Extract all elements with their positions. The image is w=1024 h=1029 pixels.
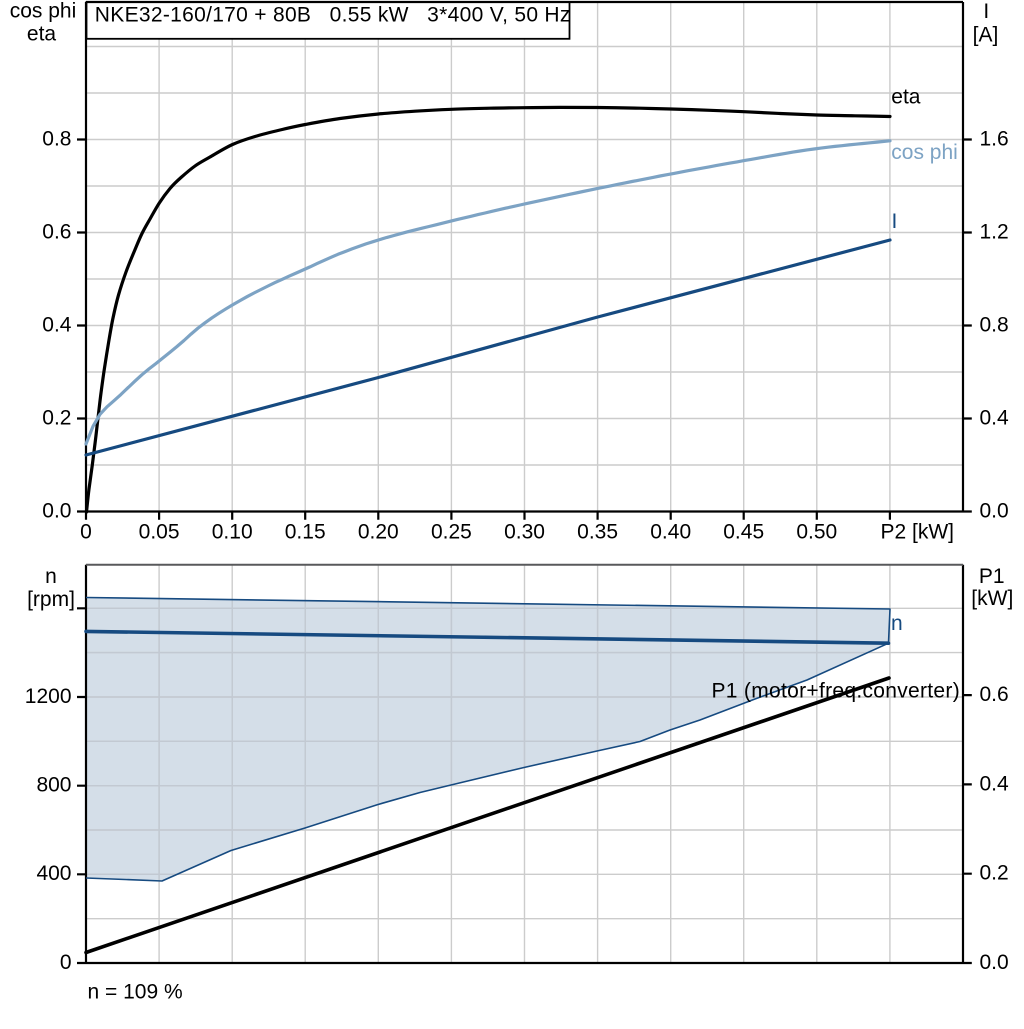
svg-text:I: I (892, 210, 898, 233)
svg-text:0.10: 0.10 (212, 521, 253, 544)
svg-text:0.35: 0.35 (577, 521, 618, 544)
svg-text:0.30: 0.30 (504, 521, 545, 544)
svg-text:0.0: 0.0 (980, 499, 1009, 522)
svg-text:0.8: 0.8 (42, 127, 71, 150)
svg-text:0: 0 (60, 951, 72, 974)
svg-text:0.45: 0.45 (723, 521, 764, 544)
svg-text:1.2: 1.2 (980, 220, 1009, 243)
svg-text:1.6: 1.6 (980, 127, 1009, 150)
svg-text:0.25: 0.25 (431, 521, 472, 544)
svg-text:I: I (983, 0, 989, 23)
svg-text:[kW]: [kW] (971, 587, 1013, 610)
svg-text:0.20: 0.20 (358, 521, 399, 544)
svg-text:0.2: 0.2 (42, 406, 71, 429)
svg-text:NKE32-160/170 + 80B 0.55 kW: NKE32-160/170 + 80B 0.55 kW 3*400 V, 50 … (95, 4, 571, 27)
svg-text:n = 109 %: n = 109 % (88, 980, 183, 1003)
svg-text:0.4: 0.4 (980, 406, 1010, 429)
svg-text:cos phi: cos phi (891, 141, 958, 164)
svg-text:P1: P1 (979, 565, 1005, 588)
svg-text:0: 0 (80, 521, 92, 544)
svg-text:0.50: 0.50 (796, 521, 837, 544)
svg-text:n: n (891, 612, 903, 635)
svg-text:1200: 1200 (25, 685, 72, 708)
svg-text:0.6: 0.6 (42, 220, 71, 243)
svg-text:0.4: 0.4 (980, 772, 1010, 795)
svg-text:400: 400 (36, 862, 71, 885)
svg-text:[A]: [A] (973, 23, 999, 46)
svg-text:0.4: 0.4 (42, 313, 72, 336)
svg-text:0.6: 0.6 (980, 683, 1009, 706)
svg-text:cos phi: cos phi (10, 0, 77, 23)
svg-text:0.8: 0.8 (980, 313, 1009, 336)
svg-text:[rpm]: [rpm] (27, 588, 75, 611)
svg-text:0.0: 0.0 (980, 951, 1009, 974)
svg-text:0.05: 0.05 (139, 521, 180, 544)
svg-text:0.40: 0.40 (650, 521, 691, 544)
svg-text:0.0: 0.0 (42, 499, 71, 522)
svg-text:eta: eta (891, 85, 921, 108)
svg-text:eta: eta (27, 23, 57, 46)
svg-text:0.15: 0.15 (285, 521, 326, 544)
svg-text:0.2: 0.2 (980, 862, 1009, 885)
svg-text:P2 [kW]: P2 [kW] (881, 521, 955, 544)
svg-text:800: 800 (36, 774, 71, 797)
svg-text:P1 (motor+freq.converter): P1 (motor+freq.converter) (711, 679, 960, 702)
svg-text:n: n (45, 565, 57, 588)
